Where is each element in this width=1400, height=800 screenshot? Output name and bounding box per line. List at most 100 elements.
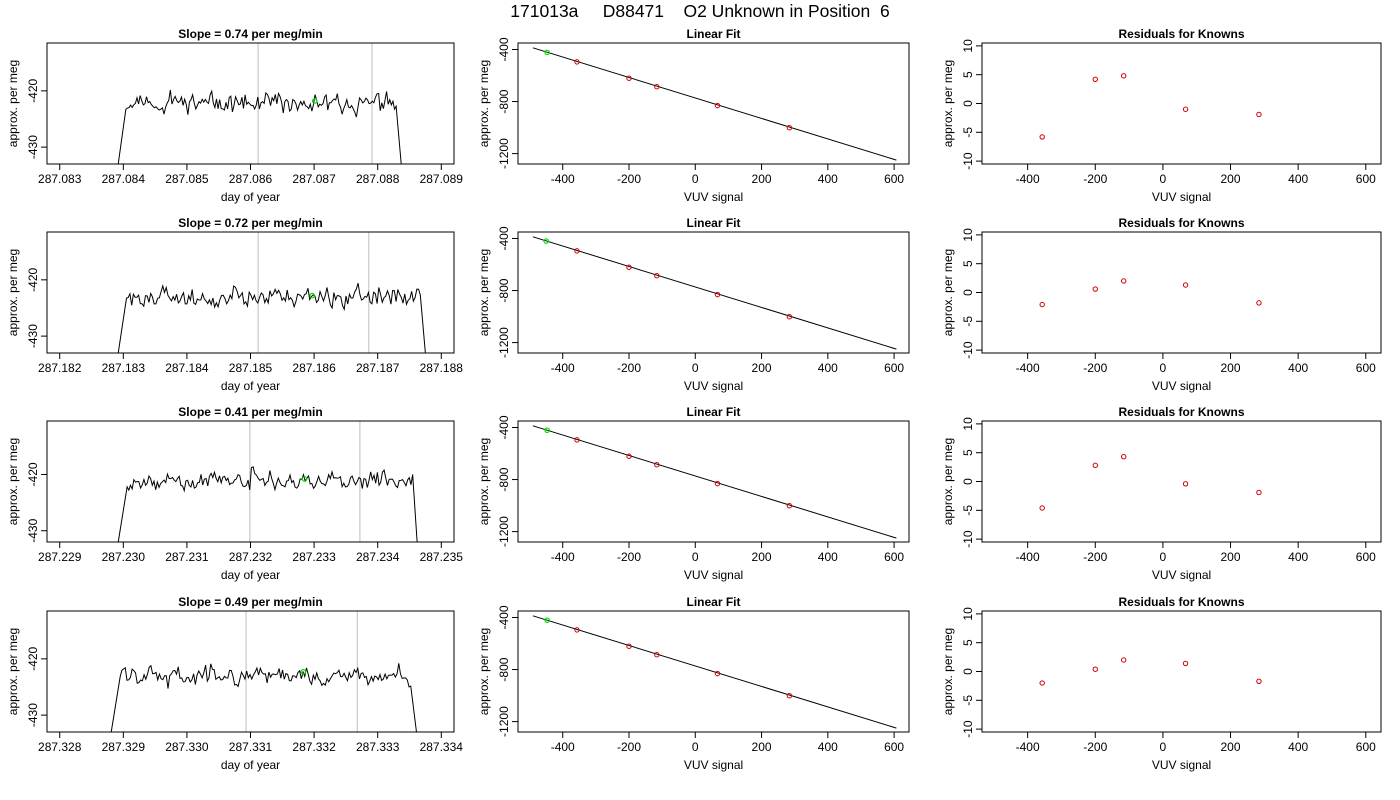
x-axis-label: VUV signal (684, 758, 743, 772)
panel-1-1: Slope = 0.74 per meg/min 287.083 287.084 28… (6, 27, 463, 204)
panel-4-1: Slope = 0.49 per meg/min 287.328 287.329 28… (6, 595, 463, 772)
plot-frame (46, 231, 455, 354)
panel-title: Residuals for Knowns (1118, 405, 1244, 419)
x-tick-label: 0 (1160, 740, 1167, 754)
x-tick-label: -200 (1083, 740, 1107, 754)
y-tick-label: -800 (497, 278, 511, 302)
panel-title: Residuals for Knowns (1118, 27, 1244, 41)
y-tick-label: 5 (961, 449, 975, 456)
y-tick-label: 0 (961, 289, 975, 296)
plot-area (532, 425, 897, 539)
y-tick-label: -5 (961, 127, 975, 138)
plot-area (1039, 278, 1262, 308)
x-tick-label: 287.185 (229, 361, 273, 375)
panel-title: Slope = 0.72 per meg/min (178, 216, 322, 230)
known-point (574, 627, 580, 633)
y-axis-label: approx. per meg (6, 628, 20, 715)
unknown-marker (309, 292, 315, 299)
x-tick-label: 287.085 (165, 172, 209, 186)
x-tick-label: 400 (1288, 740, 1308, 754)
unknown-marker (301, 476, 308, 482)
panel-2-1: Slope = 0.72 per meg/min 287.182 287.183 28… (6, 216, 463, 393)
plot-frame (46, 420, 455, 543)
x-tick-label: -400 (1016, 361, 1040, 375)
y-tick-label: -1200 (497, 706, 511, 737)
known-point (574, 248, 580, 254)
residual-point (1256, 678, 1262, 684)
x-tick-label: 600 (884, 740, 904, 754)
y-tick-label: -400 (497, 226, 511, 250)
x-tick-label: 287.329 (102, 740, 146, 754)
x-tick-label: 600 (1356, 172, 1376, 186)
y-tick-label: 10 (961, 39, 975, 53)
residual-point (1039, 301, 1045, 308)
x-tick-label: -200 (1083, 550, 1107, 564)
plot-frame (517, 610, 910, 733)
x-tick-label: 0 (1160, 172, 1167, 186)
known-point (654, 273, 660, 279)
x-tick-label: 600 (1356, 550, 1376, 564)
y-tick-label: -5 (961, 316, 975, 327)
y-tick-label: 5 (961, 71, 975, 78)
y-tick-label: -430 (26, 703, 40, 727)
x-axis-label: day of year (221, 568, 280, 582)
x-tick-label: 287.184 (165, 361, 209, 375)
y-axis-label: approx. per meg (941, 60, 955, 147)
x-tick-label: 600 (884, 172, 904, 186)
known-point (626, 643, 632, 649)
y-tick-label: 10 (961, 417, 975, 431)
x-tick-label: -200 (617, 550, 641, 564)
fit-line (532, 425, 897, 539)
x-axis-label: VUV signal (684, 190, 743, 204)
signal-trace (117, 465, 418, 542)
panel-3-1: Slope = 0.41 per meg/min 287.229 287.230 28… (6, 405, 463, 582)
x-tick-label: 0 (692, 172, 699, 186)
x-tick-label: 200 (1221, 361, 1241, 375)
y-tick-label: -10 (961, 530, 975, 548)
y-tick-label: -1200 (497, 327, 511, 358)
x-tick-label: 200 (752, 361, 772, 375)
y-tick-label: -400 (497, 605, 511, 629)
known-point (626, 75, 632, 81)
x-tick-label: 200 (752, 172, 772, 186)
panel-4-3: Residuals for Knowns -400 -200 0 200 400 600 -1… (941, 595, 1382, 772)
y-tick-label: -420 (26, 462, 40, 486)
y-tick-label: 0 (961, 478, 975, 485)
residual-point (1182, 106, 1189, 112)
plot-area (1039, 454, 1262, 511)
x-tick-label: 287.232 (229, 550, 273, 564)
unknown-point (543, 238, 549, 244)
plot-frame (46, 610, 455, 733)
x-tick-label: 287.231 (165, 550, 209, 564)
known-point (654, 652, 660, 658)
known-point (574, 59, 580, 65)
plot-area (117, 232, 426, 353)
x-tick-label: 287.233 (292, 550, 336, 564)
y-tick-label: 0 (961, 100, 975, 107)
unknown-point (544, 427, 550, 434)
y-tick-label: -420 (26, 647, 40, 671)
unknown-point (544, 49, 550, 56)
x-tick-label: 200 (752, 740, 772, 754)
x-tick-label: 287.086 (229, 172, 273, 186)
plot-frame (981, 231, 1382, 354)
x-tick-label: 287.328 (38, 740, 82, 754)
residual-point (1120, 657, 1127, 663)
x-tick-label: 287.083 (38, 172, 82, 186)
y-tick-label: -5 (961, 695, 975, 706)
plot-area (532, 615, 897, 729)
y-tick-label: -420 (26, 79, 40, 103)
residual-point (1182, 660, 1189, 667)
residual-point (1120, 73, 1127, 79)
y-axis-label: approx. per meg (477, 438, 491, 525)
y-axis-label: approx. per meg (941, 249, 955, 336)
x-tick-label: -400 (551, 172, 575, 186)
residual-point (1182, 481, 1189, 487)
x-tick-label: 287.186 (292, 361, 336, 375)
x-tick-label: 400 (818, 172, 838, 186)
known-point (714, 102, 721, 109)
x-tick-label: 200 (1221, 740, 1241, 754)
x-tick-label: -400 (1016, 550, 1040, 564)
x-axis-label: day of year (221, 758, 280, 772)
panel-3-2: Linear Fit -400 -200 0 200 400 600 -400 -800 -120… (477, 405, 910, 582)
